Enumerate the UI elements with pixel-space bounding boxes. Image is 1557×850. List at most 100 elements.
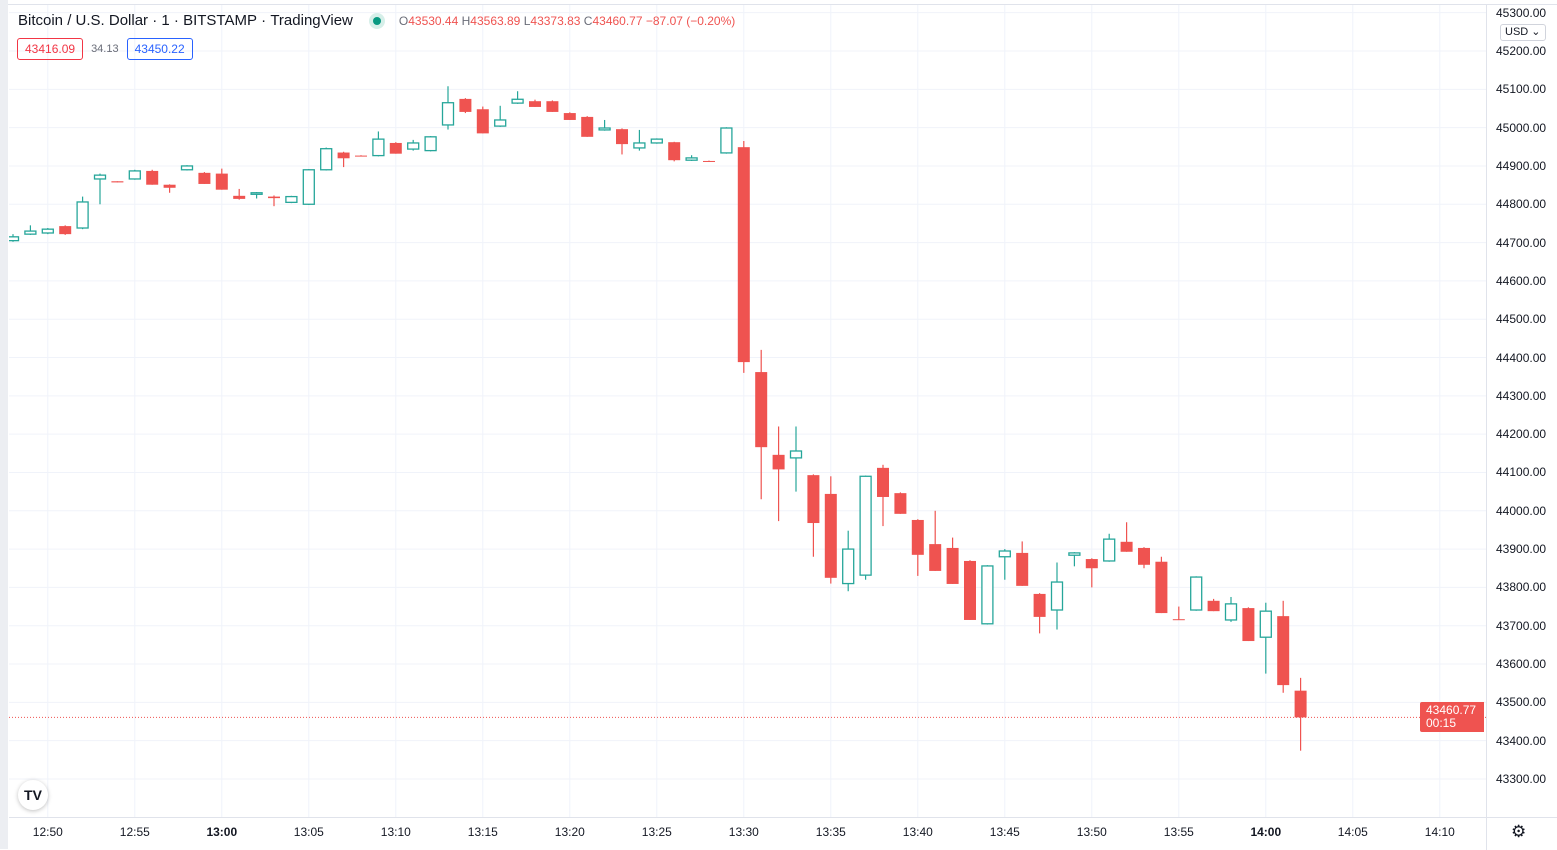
candle-body	[1259, 610, 1272, 638]
candle-body	[668, 142, 681, 161]
candle-body	[703, 160, 715, 162]
candle	[981, 565, 994, 625]
candle	[337, 151, 350, 168]
time-tick-label: 13:35	[815, 825, 846, 839]
candle	[737, 141, 750, 373]
bar-countdown: 00:15	[1426, 716, 1457, 731]
candle-body	[250, 192, 263, 195]
candle	[929, 510, 942, 571]
candle-body	[1050, 581, 1064, 611]
time-tick-label: 13:15	[467, 825, 498, 839]
candle-body	[1103, 538, 1116, 562]
candle	[789, 426, 803, 492]
candle-body	[215, 173, 228, 190]
top-border	[8, 0, 1557, 5]
candle-body	[1242, 608, 1255, 642]
sell-price-button[interactable]: 43416.09	[17, 38, 84, 60]
exchange: BITSTAMP	[183, 12, 257, 29]
candle-body	[41, 228, 54, 234]
candle-body	[1085, 559, 1098, 569]
candle	[1294, 677, 1307, 751]
candle-body	[529, 101, 541, 107]
quote-boxes: 43416.09 34.13 43450.22	[17, 38, 193, 60]
candle	[320, 147, 333, 171]
time-tick-label: 13:50	[1076, 825, 1107, 839]
candle	[546, 100, 559, 112]
candle-body	[9, 236, 20, 242]
candle	[598, 119, 611, 131]
candle-body	[1016, 552, 1029, 586]
candle-body	[180, 165, 194, 171]
candle	[128, 169, 141, 180]
candle-body	[389, 142, 402, 154]
buy-price-button[interactable]: 43450.22	[126, 38, 193, 60]
candle	[93, 173, 107, 205]
price-tick-label: 44400.00	[1496, 350, 1547, 365]
candle	[111, 181, 124, 183]
candle-body	[268, 196, 280, 199]
source: TradingView	[270, 12, 353, 29]
candle-body	[302, 169, 315, 205]
price-tick-label: 43300.00	[1496, 771, 1547, 786]
candle	[685, 155, 698, 161]
candle-body	[233, 195, 246, 199]
time-tick-label: 13:20	[554, 825, 585, 839]
candle	[163, 184, 176, 193]
candle	[494, 105, 507, 127]
candle	[268, 195, 280, 207]
candle-body	[859, 475, 872, 576]
candle-body	[772, 454, 785, 470]
candle	[24, 225, 37, 235]
candle-body	[581, 116, 594, 137]
symbol-legend: Bitcoin / U.S. Dollar · 1 · BITSTAMP · T…	[18, 12, 735, 29]
candle	[633, 129, 646, 151]
candle-body	[1224, 603, 1238, 621]
time-tick-label: 12:50	[32, 825, 63, 839]
price-axis[interactable]: 45300.00 45200.00 45100.00 45000.00 44900.00…	[1486, 5, 1557, 817]
candle-body	[598, 127, 611, 131]
candle-body	[546, 101, 559, 112]
currency-label: USD	[1505, 26, 1529, 38]
candle-body	[163, 184, 176, 188]
candle-body	[1294, 690, 1307, 718]
candle	[424, 136, 437, 152]
axis-corner	[1486, 817, 1557, 850]
candlestick-chart[interactable]	[9, 5, 1486, 817]
candle	[441, 86, 455, 130]
candle	[650, 138, 663, 144]
time-tick-label: 13:25	[641, 825, 672, 839]
time-axis[interactable]: 12:50 12:55 13:00 13:05 13:10 13:15 13:20 13:25…	[9, 817, 1486, 850]
interval: 1	[161, 12, 170, 29]
change-value: −87.07 (−0.20%)	[645, 13, 736, 28]
spread: 34.13	[91, 43, 119, 55]
candle-body	[929, 544, 942, 571]
candle	[1155, 556, 1168, 614]
gear-icon[interactable]: ⚙	[1511, 822, 1527, 841]
candle	[581, 116, 594, 137]
candle	[198, 172, 211, 184]
candle-body	[650, 138, 663, 144]
candle	[1138, 547, 1150, 569]
candle	[389, 142, 402, 154]
time-tick-label: 13:55	[1163, 825, 1194, 839]
symbol-name[interactable]: Bitcoin / U.S. Dollar	[18, 12, 149, 29]
candle	[877, 464, 889, 527]
candle-body	[981, 565, 994, 625]
candle-body	[111, 181, 124, 183]
candle	[911, 519, 924, 576]
candle-body	[911, 519, 924, 555]
candle	[302, 169, 315, 206]
price-tick-label: 44500.00	[1496, 312, 1547, 327]
candle	[1259, 602, 1272, 674]
candle-body	[946, 547, 959, 584]
candle-body	[1277, 616, 1290, 686]
candle	[1050, 562, 1064, 630]
candle-body	[93, 174, 107, 180]
price-tick-label: 44000.00	[1496, 503, 1547, 518]
low-value: 43373.83	[530, 13, 581, 28]
currency-dropdown[interactable]: USD ⌄	[1500, 24, 1546, 41]
ohlc-values: O43530.44 H43563.89 L43373.83 C43460.77 …	[399, 14, 735, 28]
tradingview-logo-icon[interactable]: TV	[18, 780, 48, 810]
candle	[1033, 593, 1046, 634]
candle	[824, 476, 837, 584]
